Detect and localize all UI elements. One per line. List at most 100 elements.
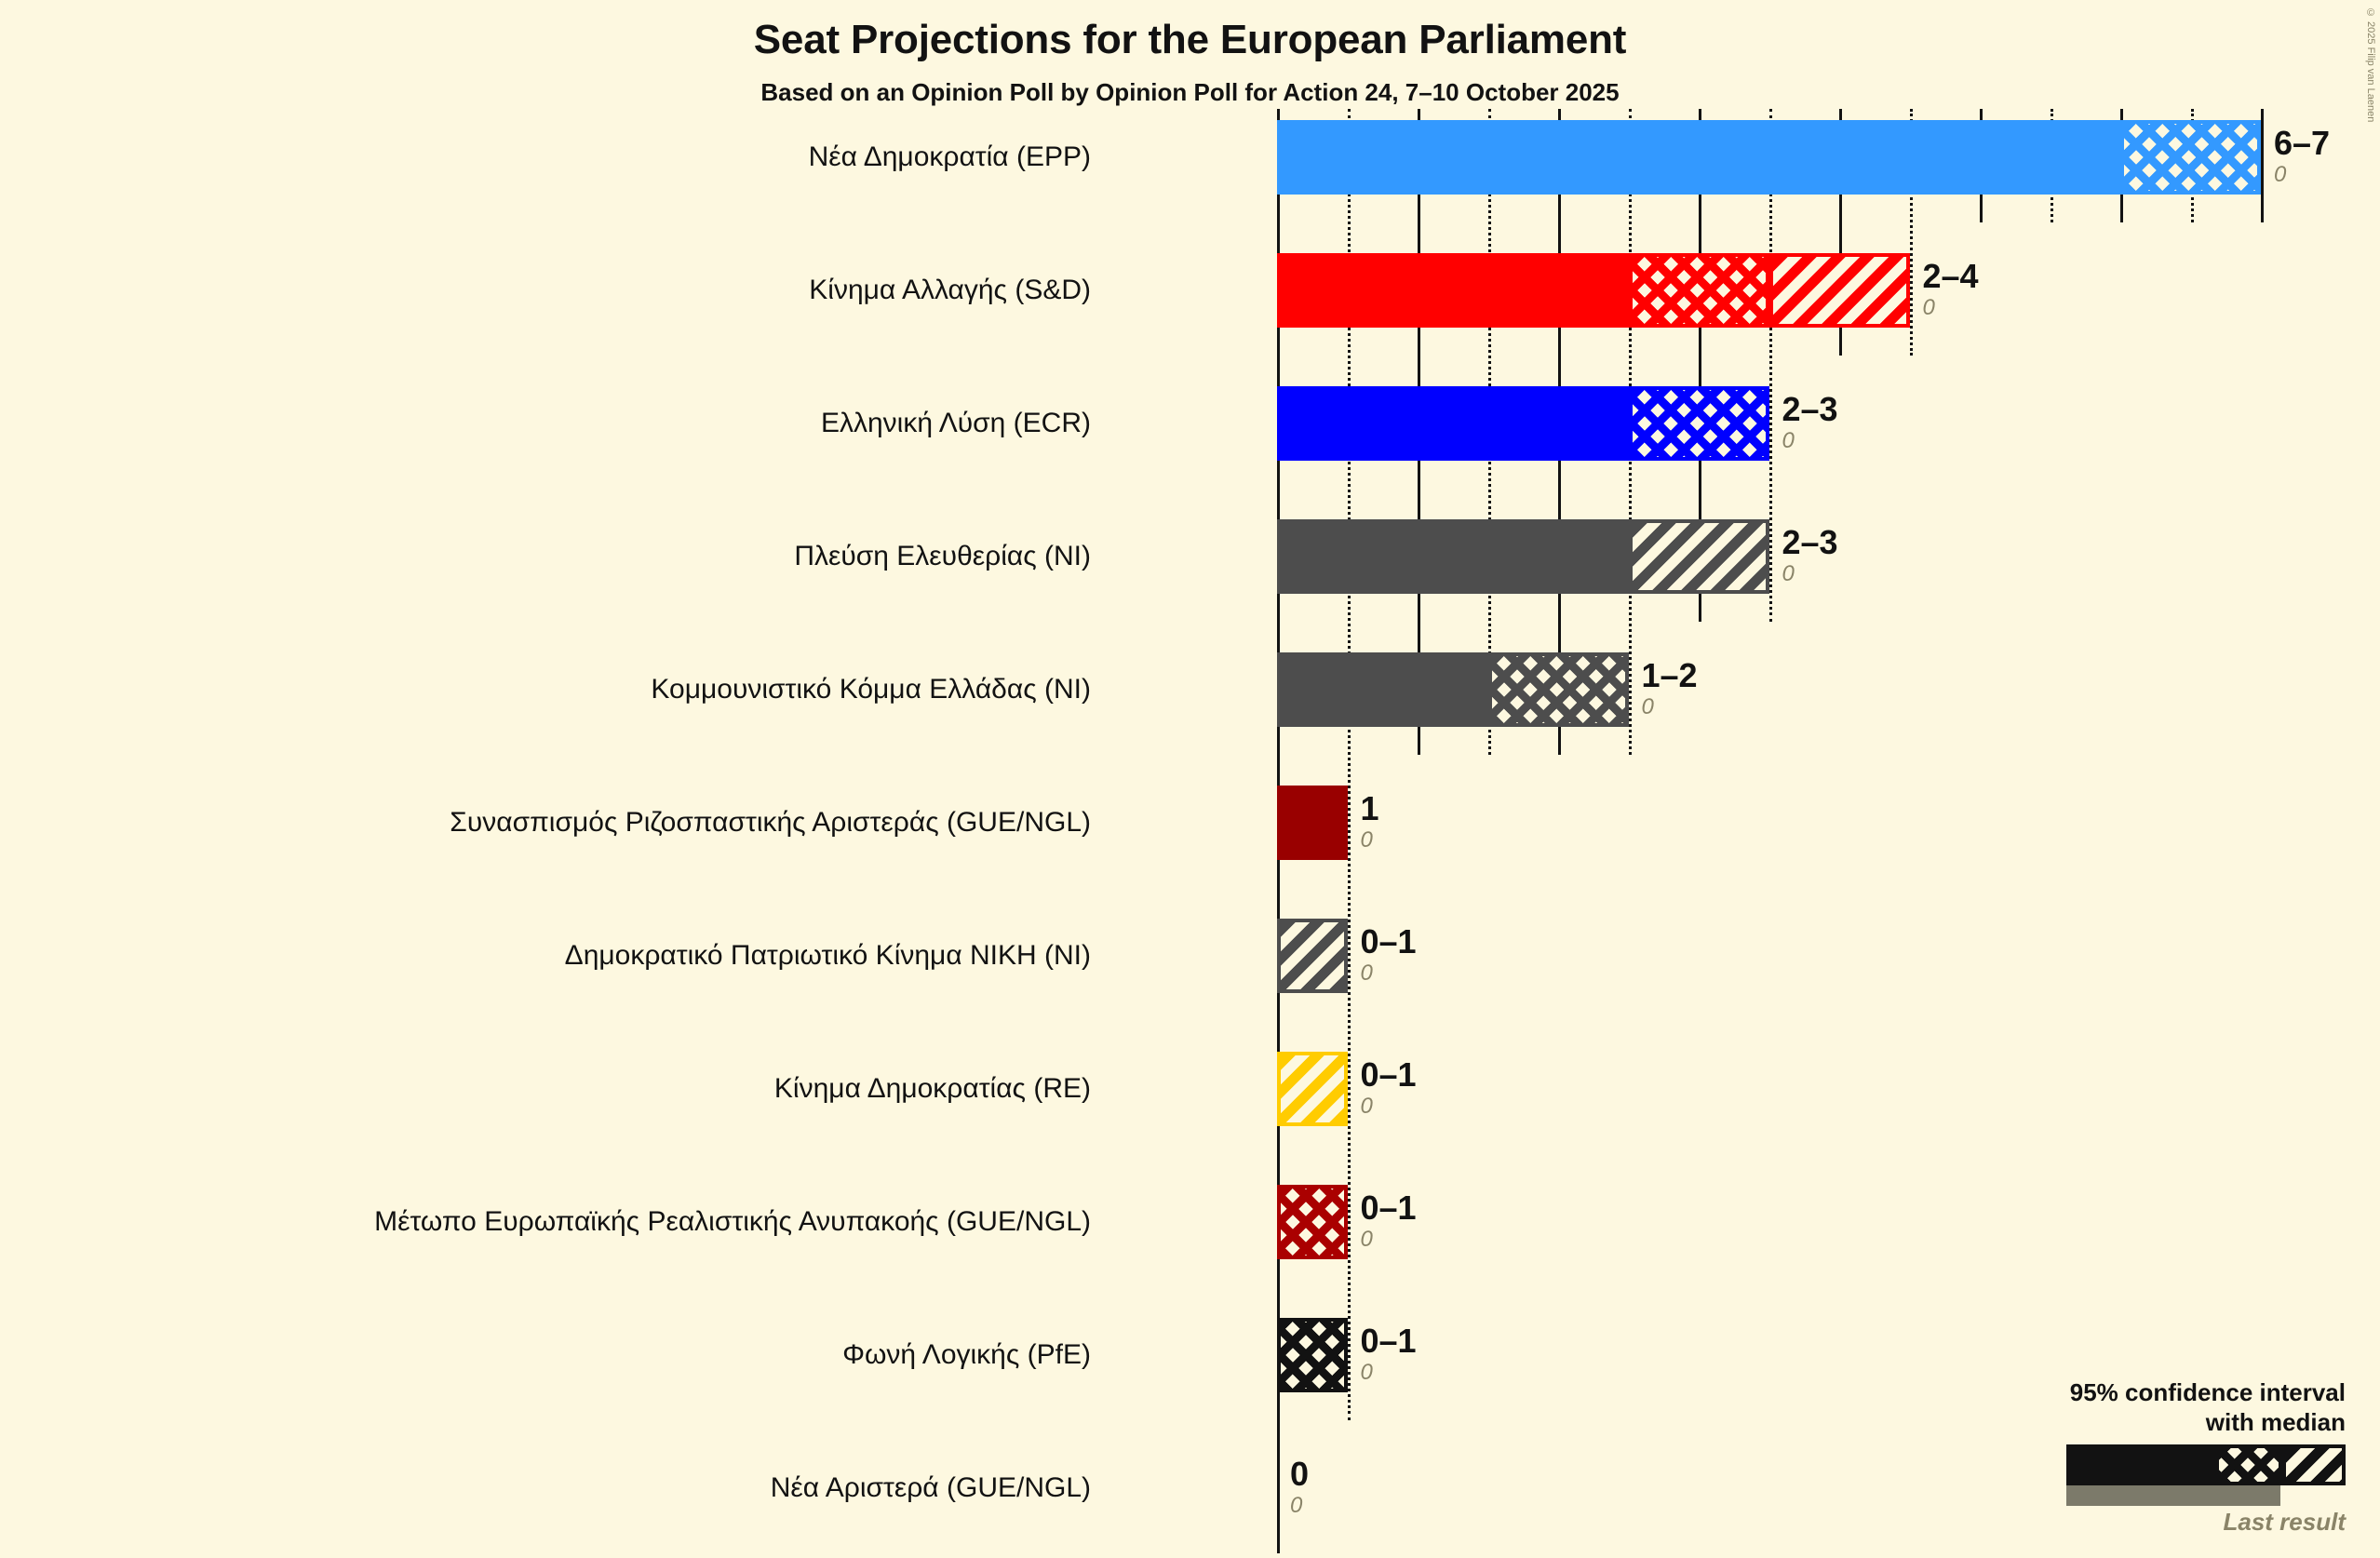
confidence-interval-bar [1277, 786, 1348, 860]
legend-last-result-label: Last result [2223, 1508, 2346, 1536]
bar-segment-crosshatch [1628, 386, 1769, 461]
party-label: Φωνή Λογικής (PfE) [842, 1339, 1091, 1370]
gridline-major [1699, 109, 1701, 622]
confidence-interval-bar [1277, 1318, 1348, 1392]
copyright-notice: © 2025 Filip van Laenen [2365, 7, 2376, 123]
bar-row: Nέα Δημοκρατία (EPP) 6–7 0 [0, 120, 2380, 195]
confidence-interval-bar [1277, 386, 1769, 461]
last-result-value: 0 [1782, 561, 1795, 586]
bar-row: Κίνημα Αλλαγής (S&D) 2–4 0 [0, 253, 2380, 328]
bar-row: Μέτωπο Ευρωπαϊκής Ρεαλιστικής Ανυπακοής … [0, 1185, 2380, 1259]
bar-segment-crosshatch [1277, 1318, 1348, 1392]
seat-range-label: 0–1 [1360, 1055, 1417, 1094]
confidence-interval-bar [1277, 1185, 1348, 1259]
party-label: Nέα Δημοκρατία (EPP) [808, 141, 1091, 172]
party-label: Νέα Αριστερά (GUE/NGL) [770, 1472, 1091, 1503]
bar-segment-crosshatch [1277, 1185, 1348, 1259]
bar-segment-crosshatch [1487, 652, 1629, 727]
seat-range-label: 2–4 [1922, 257, 1979, 295]
party-label: Μέτωπο Ευρωπαϊκής Ρεαλιστικής Ανυπακοής … [374, 1206, 1091, 1237]
party-label: Συνασπισμός Ριζοσπαστικής Αριστεράς (GUE… [450, 807, 1091, 838]
bar-segment-median [1277, 519, 1629, 594]
seat-range-label: 0–1 [1360, 1189, 1417, 1227]
confidence-interval-bar [1277, 1052, 1348, 1126]
last-result-value: 0 [1782, 428, 1795, 453]
seat-range-label: 2–3 [1782, 390, 1838, 428]
gridline-minor [1909, 109, 1913, 356]
confidence-interval-bar [1277, 519, 1769, 594]
party-label: Πλεύση Ελευθερίας (NI) [794, 541, 1091, 571]
bar-segment-diagonal [1277, 919, 1348, 993]
gridline-minor [1768, 109, 1772, 622]
confidence-interval-bar [1277, 253, 1910, 328]
legend-last-result-bar-wrap [1852, 1485, 2346, 1506]
party-label: Κομμουνιστικό Κόμμα Ελλάδας (NI) [651, 674, 1091, 705]
bar-value-labels: 0–1 0 [1361, 1185, 1417, 1259]
legend-last-result-bar [2066, 1485, 2280, 1506]
bar-segment-median [1277, 120, 2120, 195]
seat-range-label: 2–3 [1782, 523, 1838, 561]
bar-row: Δημοκρατικό Πατριωτικό Κίνημα ΝΙΚΗ (NI) 0… [0, 919, 2380, 993]
chart-legend: 95% confidence interval with median Last… [1852, 1377, 2346, 1537]
bar-row: Κομμουνιστικό Κόμμα Ελλάδας (NI) 1–2 0 [0, 652, 2380, 727]
bar-row: Κίνημα Δημοκρατίας (RE) 0–1 0 [0, 1052, 2380, 1126]
bar-segment-diagonal [1277, 1052, 1348, 1126]
bar-value-labels: 6–7 0 [2274, 120, 2330, 195]
bar-value-labels: 0–1 0 [1361, 1318, 1417, 1392]
legend-median-segment [2066, 1444, 2215, 1485]
last-result-value: 0 [1641, 694, 1654, 719]
gridline-minor [1347, 109, 1351, 1420]
legend-sample-bar [2066, 1444, 2346, 1485]
legend-line-1: 95% confidence interval [2069, 1378, 2346, 1406]
seat-range-label: 0 [1290, 1455, 1310, 1493]
seat-range-label: 0–1 [1360, 922, 1417, 960]
last-result-value: 0 [1290, 1493, 1303, 1518]
bar-segment-crosshatch [1628, 253, 1769, 328]
party-label: Κίνημα Αλλαγής (S&D) [809, 275, 1091, 305]
bar-row: Φωνή Λογικής (PfE) 0–1 0 [0, 1318, 2380, 1392]
bar-value-labels: 2–3 0 [1782, 386, 1838, 461]
bar-value-labels: 0–1 0 [1361, 1052, 1417, 1126]
legend-crosshatch-segment [2215, 1444, 2282, 1485]
party-label: Κίνημα Δημοκρατίας (RE) [773, 1073, 1091, 1104]
confidence-interval-bar [1277, 120, 2261, 195]
gridline-major [1839, 109, 1842, 356]
seat-range-label: 1 [1360, 789, 1379, 827]
seat-range-label: 6–7 [2274, 124, 2331, 162]
last-result-value: 0 [1922, 295, 1935, 320]
bar-segment-diagonal [1628, 519, 1769, 594]
bar-row: Ελληνική Λύση (ECR) 2–3 0 [0, 386, 2380, 461]
party-label: Ελληνική Λύση (ECR) [820, 408, 1091, 438]
bar-row: Πλεύση Ελευθερίας (NI) 2–3 0 [0, 519, 2380, 594]
bar-value-labels: 2–4 0 [1923, 253, 1979, 328]
bar-row: Συνασπισμός Ριζοσπαστικής Αριστεράς (GUE… [0, 786, 2380, 860]
last-result-value: 0 [1360, 827, 1373, 853]
last-result-value: 0 [1360, 1360, 1373, 1385]
bar-segment-median [1277, 652, 1488, 727]
bar-segment-crosshatch [2120, 120, 2261, 195]
last-result-value: 0 [1360, 1094, 1373, 1119]
last-result-value: 0 [2274, 162, 2287, 187]
gridline-major [2261, 109, 2264, 222]
page-title: Seat Projections for the European Parlia… [753, 17, 1627, 62]
last-result-value: 0 [1360, 1227, 1373, 1252]
bar-segment-median [1277, 386, 1629, 461]
legend-diagonal-segment [2282, 1444, 2346, 1485]
last-result-value: 0 [1360, 960, 1373, 986]
bar-value-labels: 2–3 0 [1782, 519, 1838, 594]
page-subtitle: Based on an Opinion Poll by Opinion Poll… [760, 78, 1620, 106]
bar-value-labels: 1–2 0 [1642, 652, 1698, 727]
bar-row: Νέα Αριστερά (GUE/NGL) 0 0 [0, 1451, 2380, 1525]
bar-segment-median [1277, 253, 1629, 328]
bar-segment-diagonal [1768, 253, 1910, 328]
bar-segment-median [1277, 786, 1348, 860]
confidence-interval-bar [1277, 652, 1629, 727]
seat-range-label: 0–1 [1360, 1322, 1417, 1360]
legend-line-2: with median [2205, 1408, 2346, 1436]
seat-range-label: 1–2 [1641, 656, 1698, 694]
party-label: Δημοκρατικό Πατριωτικό Κίνημα ΝΙΚΗ (NI) [564, 940, 1091, 971]
bar-value-labels: 0–1 0 [1361, 919, 1417, 993]
confidence-interval-bar [1277, 919, 1348, 993]
